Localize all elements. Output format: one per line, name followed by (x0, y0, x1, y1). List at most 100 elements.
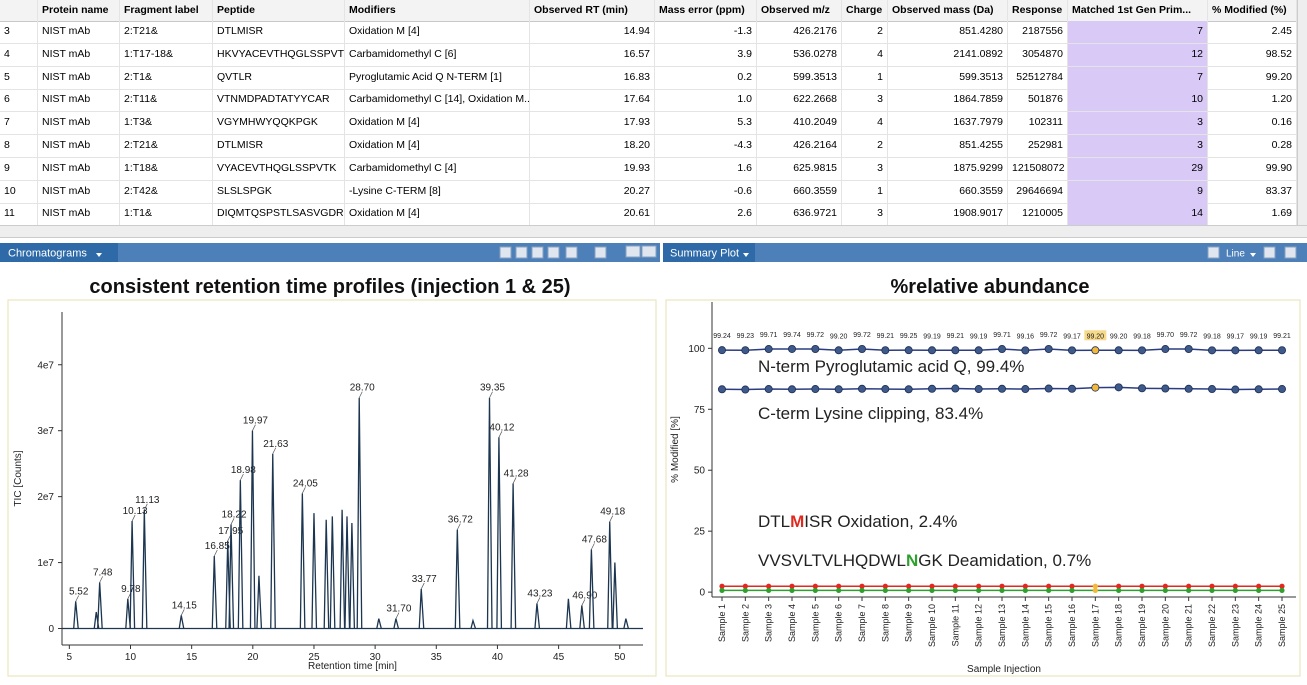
data-point (1021, 346, 1030, 355)
right-tab[interactable] (663, 243, 755, 262)
window-button[interactable] (625, 245, 641, 258)
table-cell: 5.3 (655, 112, 757, 135)
table-cell: 636.9721 (757, 203, 842, 225)
table-cell: NIST mAb (38, 180, 120, 203)
tool-icon[interactable] (565, 246, 578, 259)
data-point (836, 583, 842, 589)
table-cell: 851.4280 (888, 21, 1008, 43)
table-cell: NIST mAb (38, 21, 120, 43)
table-cell: 1.0 (655, 89, 757, 112)
peak-label: 28.70 (350, 383, 375, 394)
table-cell: -Lysine C-TERM [8] (345, 180, 530, 203)
x-axis-label: Retention time [min] (308, 661, 397, 672)
table-cell: 2:T1& (120, 66, 213, 89)
data-point (1256, 583, 1262, 589)
x-tick-label: 45 (553, 652, 565, 663)
table-cell: 622.2668 (757, 89, 842, 112)
tool-icon[interactable] (594, 246, 607, 259)
tool-icon[interactable] (1263, 246, 1276, 259)
x-tick-label: Sample 20 (1160, 604, 1170, 647)
view-selector[interactable]: Line (1226, 249, 1245, 260)
x-tick-label: Sample 22 (1207, 604, 1217, 647)
data-point (974, 346, 983, 355)
left-tab-label[interactable]: Chromatograms (8, 248, 87, 260)
data-point (1231, 346, 1240, 355)
table-cell: 252981 (1008, 135, 1068, 157)
data-point (1162, 583, 1168, 589)
peak-label-leader (180, 609, 185, 616)
data-label: 99.72 (807, 332, 825, 339)
right-plot-frame (665, 299, 1301, 677)
peak-label: 46.90 (572, 590, 597, 601)
table-cell: 1.6 (655, 157, 757, 180)
peak-label: 10.13 (123, 506, 148, 517)
data-point (766, 583, 772, 589)
left-tab[interactable] (0, 243, 118, 262)
peak (623, 618, 630, 629)
horizontal-scrollbar[interactable] (0, 225, 1307, 238)
data-point (1138, 384, 1147, 393)
data-point (719, 583, 725, 589)
vertical-scrollbar[interactable] (1297, 0, 1307, 225)
table-cell: 2:T11& (120, 89, 213, 112)
tool-icon[interactable] (1284, 246, 1297, 259)
x-tick-label: Sample 5 (810, 604, 820, 642)
data-point (1254, 385, 1263, 394)
tool-icon[interactable] (1207, 246, 1220, 259)
table-cell: 102311 (1008, 112, 1068, 135)
data-point (834, 346, 843, 355)
column-header: Observed RT (min) (530, 0, 655, 21)
table-cell: 3054870 (1008, 43, 1068, 66)
table-cell: 9 (1068, 180, 1208, 203)
tool-icon[interactable] (547, 246, 560, 259)
data-label: 99.20 (1110, 333, 1128, 340)
table-row: 9 NIST mAb 1:T18& VYACEVTHQGLSSPVTK Carbamid… (0, 157, 1297, 181)
table-cell: 851.4255 (888, 135, 1008, 157)
table-cell: 2 (842, 21, 888, 43)
table-cell: 16.83 (530, 66, 655, 89)
data-point (1231, 385, 1240, 394)
table-cell: SLSLSPGK (213, 180, 345, 203)
peak-label-leader (609, 515, 614, 522)
table-cell: 1.69 (1208, 203, 1297, 225)
data-label: 99.19 (970, 333, 988, 340)
data-label: 99.74 (783, 332, 801, 339)
tool-icon[interactable] (515, 246, 528, 259)
table-cell: Oxidation M [4] (345, 112, 530, 135)
column-header: Charge (842, 0, 888, 21)
x-tick-label: 20 (247, 652, 259, 663)
right-tab-label[interactable]: Summary Plot (670, 248, 739, 260)
table-cell: 8 (0, 135, 38, 157)
data-point (952, 587, 958, 594)
x-tick-label: Sample 7 (857, 604, 867, 642)
peak-label-leader (536, 597, 541, 604)
y-tick-label: 75 (694, 405, 706, 416)
table-cell: 426.2164 (757, 135, 842, 157)
peak-label: 24.05 (293, 478, 318, 489)
data-point (976, 583, 982, 589)
data-point (1161, 384, 1170, 393)
peak-label: 7.48 (93, 567, 113, 578)
peak (237, 480, 244, 629)
table-cell: 1210005 (1008, 203, 1068, 225)
table-cell: 2187556 (1008, 21, 1068, 43)
data-point (1278, 385, 1287, 394)
window-button[interactable] (641, 245, 657, 258)
tool-icon[interactable] (531, 246, 544, 259)
y-tick-label: 4e7 (37, 360, 54, 371)
data-point (742, 583, 748, 589)
table-cell: DIQMTQSPSTLSASVGDR (213, 203, 345, 225)
data-point (789, 583, 795, 589)
data-point (834, 385, 843, 394)
x-tick-label: Sample 16 (1067, 604, 1077, 647)
table-cell: 1 (842, 180, 888, 203)
table-cell: NIST mAb (38, 43, 120, 66)
annotation-part: DTL (758, 512, 790, 531)
tool-icon[interactable] (499, 246, 512, 259)
table-cell: 1864.7859 (888, 89, 1008, 112)
data-point (788, 344, 797, 353)
data-point (1092, 587, 1098, 594)
column-header: Mass error (ppm) (655, 0, 757, 21)
y-tick-label: 1e7 (37, 558, 54, 569)
peak-label-leader (512, 477, 517, 484)
